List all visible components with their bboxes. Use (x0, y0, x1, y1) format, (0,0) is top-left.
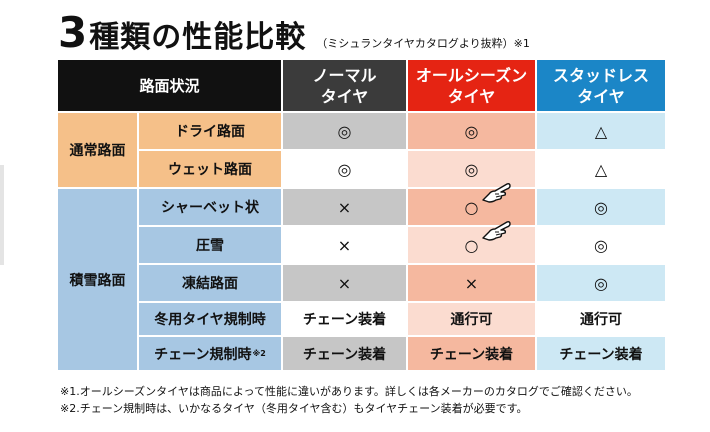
header-normal-tire: ノーマル タイヤ (283, 60, 408, 113)
rating-stud-slush: ◎ (537, 189, 667, 227)
footnote-1: ※1.オールシーズンタイヤは商品によって性能に違いがあります。詳しくは各メーカー… (60, 385, 638, 398)
rating-all-wet: ◎ (408, 151, 537, 189)
condition-ice: 凍結路面 (139, 265, 283, 303)
condition-dry: ドライ路面 (139, 113, 283, 151)
header-stud-line2: タイヤ (577, 86, 625, 106)
rating-stud-wet: △ (537, 151, 667, 189)
header-stud-line1: スタッドレス (552, 65, 649, 85)
rating-all-dry: ◎ (408, 113, 537, 151)
rating-normal-winter-regulation: チェーン装着 (283, 303, 408, 337)
header-studless-tire: スタッドレス タイヤ (537, 60, 667, 113)
comparison-table: 路面状況 ノーマル タイヤ オールシーズン タイヤ スタッドレス タイヤ 通常路… (58, 60, 667, 372)
rating-stud-ice: ◎ (537, 265, 667, 303)
rating-all-chain-regulation: チェーン装着 (408, 337, 537, 372)
rating-stud-dry: △ (537, 113, 667, 151)
rating-normal-wet: ◎ (283, 151, 408, 189)
rating-all-winter-regulation: 通行可 (408, 303, 537, 337)
title-main: 種類の性能比較 (89, 20, 307, 55)
rating-normal-slush: × (283, 189, 408, 227)
footnotes: ※1.オールシーズンタイヤは商品によって性能に違いがあります。詳しくは各メーカー… (60, 383, 638, 417)
rating-normal-chain-regulation: チェーン装着 (283, 337, 408, 372)
rating-stud-chain-regulation: チェーン装着 (537, 337, 667, 372)
condition-chain-regulation-note-ref: ※2 (252, 349, 266, 358)
condition-chain-regulation-label: チェーン規制時 (154, 346, 252, 363)
header-all-line1: オールシーズン (415, 65, 528, 85)
header-normal-line2: タイヤ (320, 86, 369, 106)
rating-all-packed-snow: ○ (408, 227, 537, 265)
header-all-line2: タイヤ (447, 86, 496, 106)
title-source-note: （ミシュランタイヤカタログより抜粋）※1 (316, 37, 530, 50)
condition-packed-snow: 圧雪 (139, 227, 283, 265)
rating-stud-winter-regulation: 通行可 (537, 303, 667, 337)
condition-winter-tire-regulation: 冬用タイヤ規制時 (139, 303, 283, 337)
rating-normal-ice: × (283, 265, 408, 303)
left-edge-shadow (0, 165, 4, 265)
rating-normal-dry: ◎ (283, 113, 408, 151)
category-normal-road: 通常路面 (58, 113, 139, 189)
rating-all-ice: × (408, 265, 537, 303)
footnote-2: ※2.チェーン規制時は、いかなるタイヤ（冬用タイヤ含む）もタイヤチェーン装着が必… (60, 402, 528, 415)
rating-all-slush: ○ (408, 189, 537, 227)
condition-slush: シャーベット状 (139, 189, 283, 227)
header-road-condition: 路面状況 (58, 60, 283, 113)
condition-wet: ウェット路面 (139, 151, 283, 189)
title-number: 3 (58, 8, 88, 57)
category-snow-road: 積雪路面 (58, 189, 139, 372)
condition-chain-regulation: チェーン規制時 ※2 (139, 337, 283, 372)
rating-normal-packed-snow: × (283, 227, 408, 265)
header-all-season-tire: オールシーズン タイヤ (408, 60, 537, 113)
page-title: 3 種類の性能比較 （ミシュランタイヤカタログより抜粋）※1 (58, 8, 530, 58)
pointing-hand-icon (482, 183, 511, 203)
pointing-hand-icon (482, 221, 511, 241)
header-normal-line1: ノーマル (312, 65, 377, 85)
rating-stud-packed-snow: ◎ (537, 227, 667, 265)
